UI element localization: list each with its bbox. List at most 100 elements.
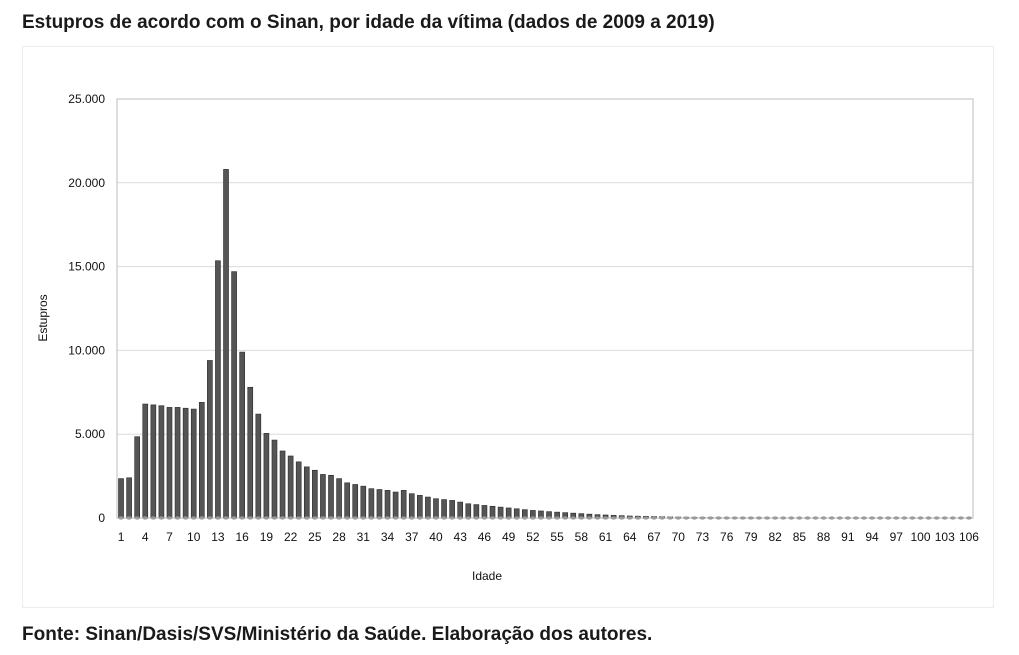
bar-age-11 [198,402,205,519]
x-tick-label: 58 [575,530,589,544]
bar-base [885,516,892,520]
bar-base [449,516,455,520]
bar-age-14 [223,169,229,519]
bar-base [610,516,617,520]
bar-base [134,516,140,520]
bar-base [408,516,415,520]
x-tick-label: 13 [211,530,225,544]
bar-base [941,516,948,520]
bar-base [400,516,407,520]
bar-age-32 [368,488,375,519]
bar-base [594,516,601,520]
bar-base [538,516,544,520]
bar-age-25 [312,469,318,519]
x-tick-label: 22 [284,530,298,544]
bar-age-10 [190,408,197,519]
bar-base [651,516,657,520]
bars [118,169,972,520]
bar-base [869,516,875,520]
bar-age-41 [441,499,447,519]
bar-base [909,516,916,520]
bar-base [683,516,690,520]
bar-base [376,516,383,520]
bar-base [554,516,560,520]
bar-age-7 [166,407,173,519]
x-tick-label: 85 [793,530,807,544]
bar-base [667,516,673,520]
bar-base [239,516,245,520]
y-tick-label: 10.000 [68,343,105,357]
bar-base [166,516,173,520]
x-tick-label: 10 [187,530,201,544]
x-tick-label: 91 [841,530,855,544]
bar-base [425,516,431,520]
bar-age-47 [489,505,496,519]
bar-base [828,516,835,520]
bar-base [820,516,827,520]
bar-base [659,516,665,520]
bar-base [950,516,956,520]
x-tick-label: 70 [672,530,686,544]
bar-base [707,516,714,520]
x-tick-label: 34 [381,530,395,544]
bar-base [546,516,552,520]
bar-base [190,516,197,520]
bar-base [142,516,149,520]
bar-age-43 [457,501,464,519]
bar-base [473,516,480,520]
x-tick-label: 79 [744,530,758,544]
bar-base [796,516,803,520]
bar-base [207,516,213,520]
bar-age-31 [360,485,367,519]
bar-base [223,516,229,520]
x-tick-label: 100 [910,530,930,544]
bar-base [417,516,423,520]
bar-base [917,516,924,520]
bar-base [845,516,851,520]
x-tick-label: 106 [959,530,979,544]
bar-base [958,516,964,520]
bar-age-18 [255,413,262,519]
bar-base [231,516,237,520]
x-tick-label: 25 [308,530,322,544]
x-tick-label: 40 [429,530,443,544]
bar-age-42 [449,500,455,519]
bar-base [780,516,787,520]
bar-base [586,516,593,520]
bar-base [215,516,221,520]
y-tick-label: 20.000 [68,176,105,190]
x-axis-ticks: 1 4 7 10 13 16 19 22 25 28 31 34 37 40 43 46 49 52 55 58 61 6… [118,530,980,544]
bar-age-40 [433,498,439,519]
bar-age-8 [174,407,181,519]
bar-base [853,516,859,520]
bar-base [522,516,528,520]
bar-base [465,516,472,520]
bar-age-15 [231,271,237,519]
bar-age-3 [134,436,140,519]
y-tick-label: 5.000 [75,427,105,441]
bar-age-38 [417,495,423,519]
bar-age-17 [247,386,254,519]
bar-base [893,516,900,520]
bar-base [352,516,359,520]
bar-base [457,516,464,520]
x-tick-label: 76 [720,530,734,544]
bar-age-2 [126,477,132,519]
x-tick-label: 64 [623,530,637,544]
x-tick-label: 7 [166,530,173,544]
bar-base [562,516,568,520]
bar-base [804,516,811,520]
bar-base [740,516,746,520]
bar-age-20 [271,439,278,519]
bar-base [513,516,520,520]
bar-base [118,516,124,520]
bar-base [303,516,310,520]
bar-base [489,516,496,520]
bar-base [602,516,609,520]
bar-base [368,516,375,520]
bar-base [966,516,972,520]
bar-base [174,516,181,520]
bar-age-36 [400,490,407,519]
bar-base [279,516,286,520]
